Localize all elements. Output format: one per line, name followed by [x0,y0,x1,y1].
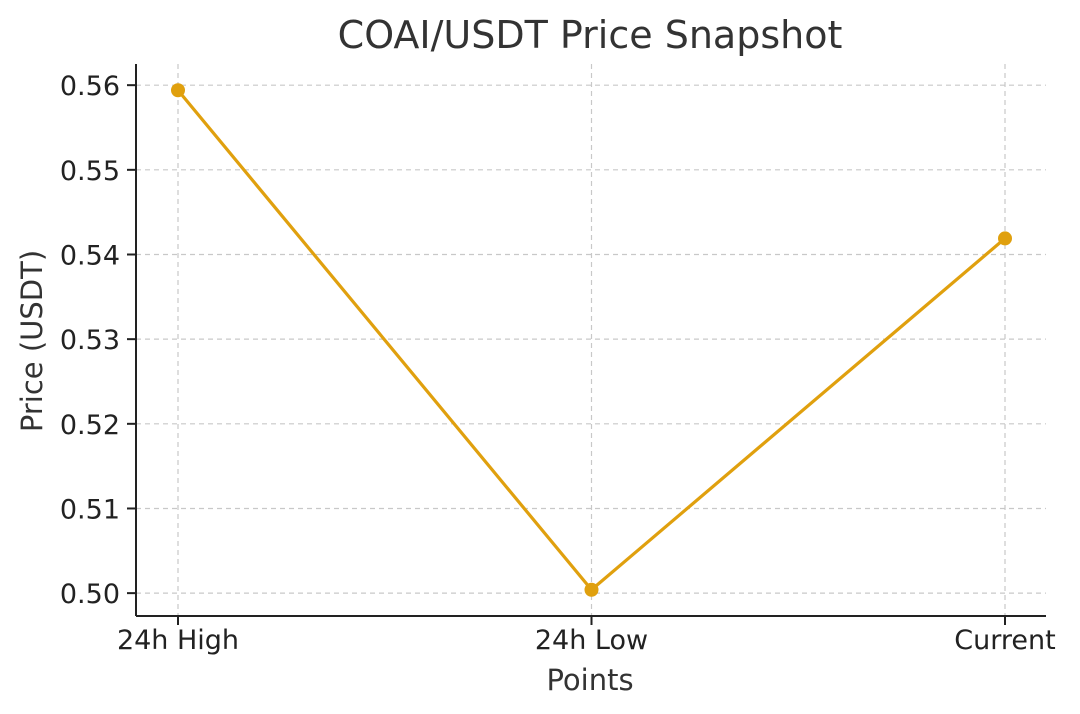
x-axis-label: Points [546,663,633,697]
y-axis-label: Price (USDT) [15,250,49,432]
y-tick-label: 0.53 [60,325,120,356]
y-tick-label: 0.54 [60,240,120,271]
ticks: 0.50 0.51 0.52 0.53 0.54 0.55 0.56 24h High 24h … [60,71,1056,656]
series-layer [171,83,1012,597]
y-tick-label: 0.56 [60,71,120,102]
data-point [998,231,1012,246]
grid [136,64,1046,616]
chart-title: COAI/USDT Price Snapshot [338,13,843,57]
data-point [171,83,185,98]
x-tick-label: 24h Low [535,625,648,656]
y-tick-label: 0.52 [60,410,120,441]
y-tick-label: 0.51 [60,494,120,525]
data-point [584,582,599,597]
x-tick-label: 24h High [117,625,239,656]
y-tick-label: 0.50 [60,579,120,610]
y-tick-label: 0.55 [60,156,120,187]
x-tick-label: Current [954,625,1055,656]
